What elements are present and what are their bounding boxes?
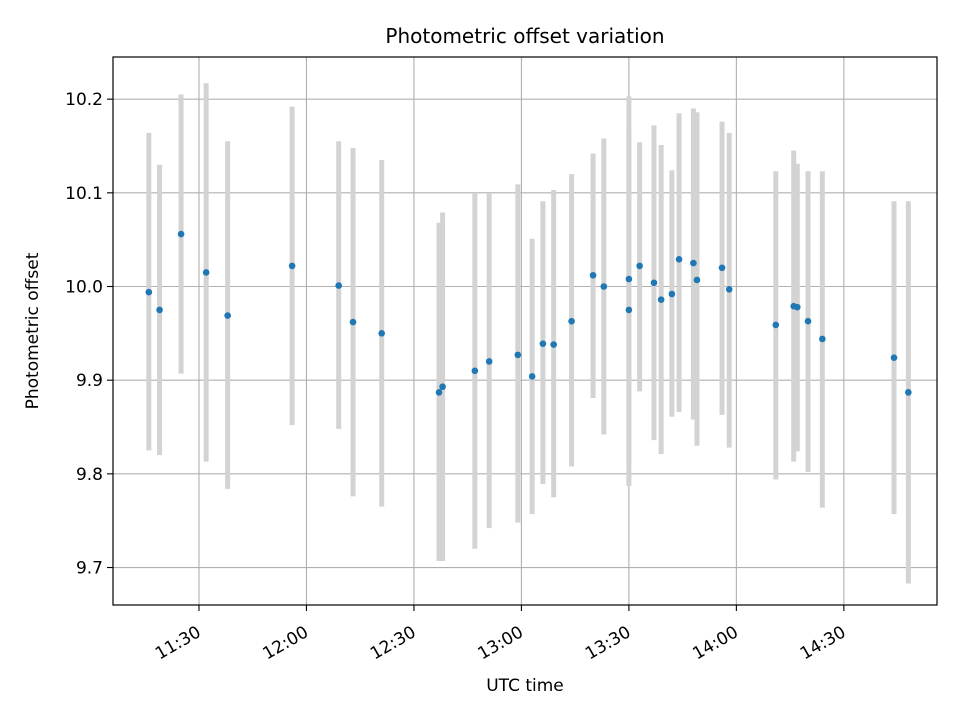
data-point [288, 262, 296, 270]
data-point [485, 358, 493, 365]
data-point [202, 269, 210, 276]
data-point [471, 367, 479, 375]
data-point [435, 389, 443, 396]
data-point [600, 283, 608, 290]
data-point [890, 354, 898, 361]
data-point [650, 279, 658, 287]
data-point [636, 262, 643, 270]
data-point [690, 259, 697, 267]
plot-frame [112, 56, 938, 606]
y-tick-label: 9.8 [76, 465, 103, 485]
data-points [145, 230, 912, 396]
data-point [156, 306, 163, 314]
y-tick-label: 10.2 [65, 90, 103, 110]
data-point [804, 317, 812, 325]
data-point [568, 317, 575, 325]
data-point [145, 288, 153, 296]
data-point [905, 389, 912, 396]
data-point [675, 256, 683, 263]
data-point [718, 264, 726, 272]
data-point [177, 230, 185, 238]
data-point [335, 282, 343, 289]
data-point [439, 383, 446, 391]
data-point [514, 351, 522, 359]
data-point [625, 275, 633, 283]
chart-title: Photometric offset variation [385, 24, 664, 48]
y-axis-title: Photometric offset [23, 252, 43, 409]
data-point [539, 340, 547, 347]
data-point [657, 296, 665, 303]
data-point [693, 276, 701, 284]
x-axis-title: UTC time [486, 676, 564, 696]
y-tick-label: 10.0 [65, 278, 103, 298]
y-tick-label: 10.1 [65, 184, 103, 204]
y-tick-label: 9.7 [76, 559, 103, 579]
data-point [625, 306, 633, 314]
data-point [349, 318, 357, 326]
data-point [772, 321, 780, 329]
y-tick-label: 9.9 [76, 371, 103, 391]
data-point [725, 286, 733, 293]
data-point [793, 303, 801, 311]
data-point [819, 335, 826, 343]
data-point [224, 312, 231, 319]
y-axis-ticks: 9.7 9.8 9.9 10.0 10.1 10.2 [65, 90, 113, 579]
data-point [550, 341, 557, 348]
data-point [589, 271, 597, 279]
data-point [528, 373, 536, 380]
data-point [378, 330, 385, 337]
data-point [668, 290, 676, 298]
